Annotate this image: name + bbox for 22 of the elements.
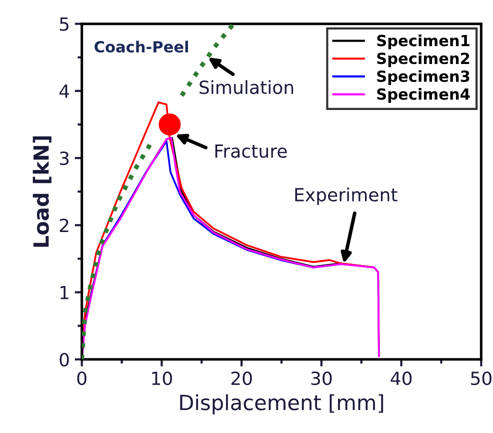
annotation: Simulation [200, 80, 294, 94]
annotation: Experiment [295, 188, 398, 206]
legend-label: Specimen1 [377, 34, 470, 50]
legend-label: Specimen3 [377, 70, 470, 85]
y-tick-label: 2 [60, 218, 68, 232]
x-tick-label: 50 [471, 372, 492, 386]
x-tick-label: 0 [77, 372, 86, 386]
annotation: Fracture [215, 144, 287, 158]
x-tick-label: 20 [231, 372, 252, 386]
legend-label: Specimen4 [377, 88, 470, 103]
y-tick-label: 5 [60, 18, 68, 31]
y-axis-title: Load [kN] [32, 136, 52, 247]
x-tick-label: 40 [390, 372, 412, 386]
y-tick-label: 0 [60, 352, 69, 367]
x-tick-label: 30 [311, 372, 332, 386]
y-tick-label: 4 [59, 84, 70, 98]
x-tick-label: 10 [152, 372, 172, 386]
y-tick-label: 1 [60, 286, 68, 300]
annotation: Coach-Peel [94, 40, 188, 53]
y-tick-label: 3 [60, 152, 69, 166]
legend-label: Specimen2 [377, 52, 470, 68]
x-axis-title: Displacement [mm] [180, 394, 384, 414]
